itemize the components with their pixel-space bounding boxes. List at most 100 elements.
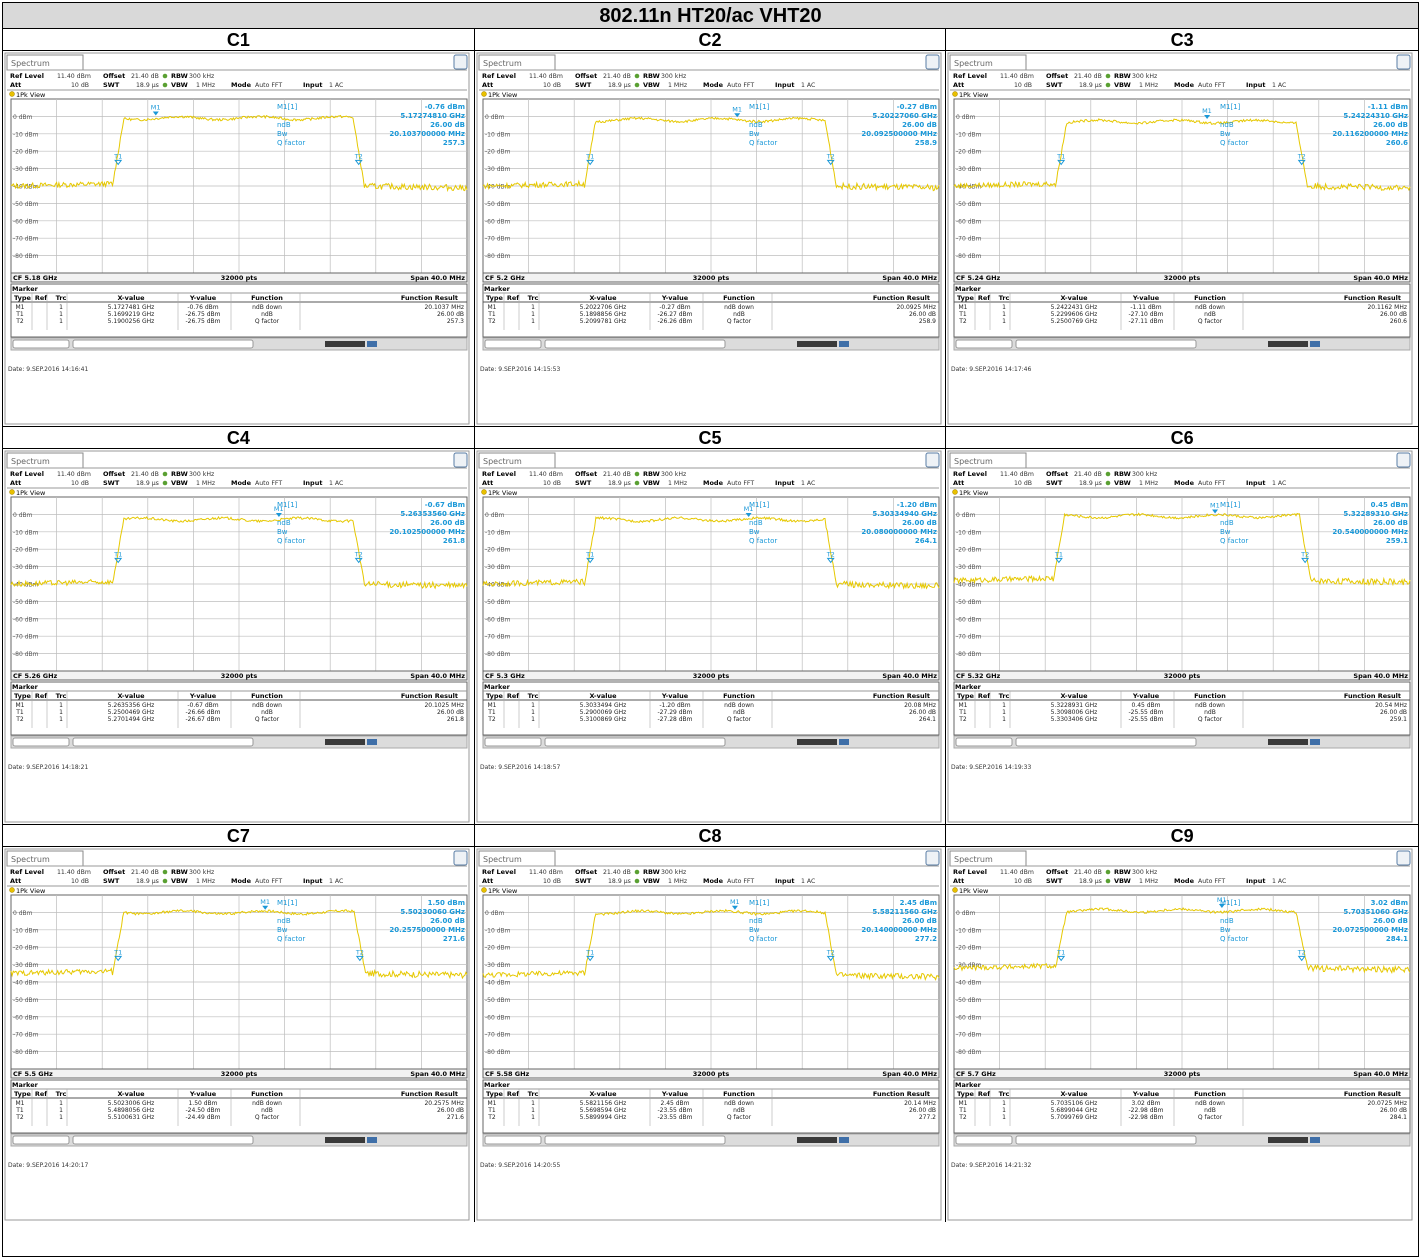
ref-level-label: Ref Level [482,470,516,478]
table-cell: ndB [1204,709,1216,716]
readout-value: 5.32289310 GHz [1344,510,1409,518]
table-cell: 26.00 dB [1380,709,1407,716]
readout-label: M1[1] [1220,501,1241,509]
readout-label: Q factor [1220,139,1248,147]
table-header-cell: Type [14,1090,32,1098]
table-cell: 257.3 [447,318,464,325]
readout-value: 20.092500000 MHz [861,130,937,138]
y-tick-label: 0 dBm [956,512,976,519]
rbw-label: RBW [1114,868,1131,876]
table-cell: 1.50 dBm [188,1100,217,1107]
att-label: Att [953,877,964,885]
table-header-cell: Function Result [1344,294,1401,302]
y-tick-label: -10 dBm [13,927,39,934]
readout-value: 277.2 [915,935,937,943]
readout-value: -1.20 dBm [896,501,936,509]
readout-value: 20.540000000 MHz [1333,528,1409,536]
y-tick-label: -40 dBm [485,980,511,987]
table-cell: 1 [1002,311,1006,318]
status-dot [634,82,639,88]
table-header-cell: Type [957,1090,975,1098]
readout-value: 259.1 [1386,537,1408,545]
table-header-cell: Ref [507,294,519,302]
tab-spectrum: Spectrum [11,457,50,466]
table-header-cell: Function Result [401,692,458,700]
marker-table-frame [953,681,1411,736]
y-tick-label: -60 dBm [13,1014,39,1021]
table-cell: Q factor [1198,1114,1223,1121]
table-header-cell: X-value [117,692,145,700]
readout-label: Bw [277,528,288,536]
status-field [484,339,542,349]
status-dot [1106,471,1111,477]
trace-indicator-icon [9,489,15,495]
table-cell: 5.2299606 GHz [1051,311,1098,318]
readout-label: Q factor [749,139,777,147]
plot-footer [10,670,468,681]
marker-t1-label: T1 [113,550,122,558]
table-cell: 5.5023006 GHz [108,1100,155,1107]
readout-label: ndB [749,121,763,129]
readout-value: 26.00 dB [430,917,465,925]
table-cell: -26.67 dBm [185,716,220,723]
table-cell: -25.55 dBm [1129,709,1164,716]
table-header-cell: Function [723,1090,755,1098]
y-tick-label: -40 dBm [13,184,39,191]
table-header-cell: X-value [117,1090,145,1098]
y-tick-label: 0 dBm [485,114,505,121]
progress-indicator-icon [796,1137,837,1143]
y-tick-label: 0 dBm [13,910,33,917]
vbw-label: VBW [643,877,660,885]
marker-m1-label: M1 [730,898,740,906]
table-cell: 1 [59,304,63,311]
readout-value: 26.00 dB [902,917,937,925]
status-field [955,737,1013,747]
view-label: 1Pk View [16,91,46,99]
table-cell: ndB down [252,702,282,709]
table-cell: -26.75 dBm [185,318,220,325]
sweep-points: 32000 pts [1164,1070,1201,1078]
rbw-value: 300 kHz [1132,869,1157,876]
spectrum-screenshot: Spectrum Ref Level 11.40 dBm Offset 21.40 dB… [3,449,474,824]
vbw-value: 1 MHz [1139,878,1158,885]
ref-level-value: 11.40 dBm [529,471,563,478]
trace-line [953,118,1411,192]
tab-spectrum: Spectrum [11,59,50,68]
rbw-value: 300 kHz [661,471,686,478]
input-label: Input [303,81,322,89]
table-header-cell: Function Result [873,692,930,700]
plot-footer [482,272,940,283]
marker-m1-icon [1212,509,1219,514]
att-value: 10 dB [543,480,561,487]
cell-header: C3 [946,29,1419,51]
table-cell: 277.2 [918,1114,935,1121]
table-cell: 1 [59,1100,63,1107]
rbw-label: RBW [643,470,660,478]
table-cell: 5.1900256 GHz [108,318,155,325]
status-dot [634,471,639,477]
readout-value: 0.45 dBm [1371,501,1408,509]
table-cell: 1 [531,1114,535,1121]
readout-label: ndB [749,917,763,925]
table-cell: T1 [15,1107,24,1114]
readout-label: Bw [749,926,760,934]
date-stamp: Date: 9.SEP.2016 14:19:33 [951,764,1031,771]
network-icon [838,1137,849,1143]
swt-label: SWT [575,479,592,487]
status-field [955,1135,1013,1145]
swt-label: SWT [1046,81,1063,89]
marker-t1-icon [114,557,123,564]
progress-indicator-icon [1268,1137,1309,1143]
y-tick-label: -30 dBm [956,564,982,571]
cell: C2 Spectrum Ref Level 11.40 dBm Offset 21.40 … [474,29,947,426]
att-label: Att [953,479,964,487]
table-cell: Q factor [727,716,752,723]
rbw-value: 300 kHz [661,869,686,876]
readout-value: 26.00 dB [902,519,937,527]
cell: C7 Spectrum Ref Level 11.40 dBm Offset 21.40 … [3,825,475,1222]
readout-label: ndB [277,917,291,925]
progress-indicator-icon [796,739,837,745]
status-field [484,1135,542,1145]
table-header-cell: Y-value [1132,294,1160,302]
marker-section-title: Marker [12,285,39,293]
